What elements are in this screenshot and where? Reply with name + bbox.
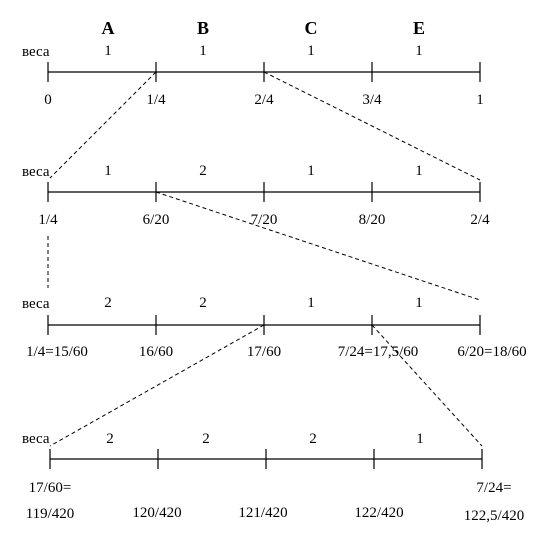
tick-label: 1/4=15/60 <box>26 344 88 360</box>
weight-value: 1 <box>307 43 315 59</box>
tick-label: 8/20 <box>359 212 386 228</box>
weight-value: 1 <box>199 43 207 59</box>
weight-value: 1 <box>415 295 423 311</box>
tick-label: 17/60 <box>247 344 281 360</box>
weight-value: 2 <box>199 295 207 311</box>
column-header-b: B <box>197 18 209 38</box>
zoom-connector <box>49 324 265 447</box>
weights-label: веса <box>22 164 50 180</box>
weight-value: 2 <box>199 163 207 179</box>
tick-label: 2/4 <box>470 212 490 228</box>
zoom-connector <box>263 71 481 181</box>
weight-value: 2 <box>309 431 317 447</box>
weight-value: 1 <box>415 163 423 179</box>
tick-label: 120/420 <box>132 505 181 521</box>
tick-label: 7/24= <box>476 480 511 496</box>
tick-label: 6/20=18/60 <box>457 344 526 360</box>
weight-value: 1 <box>104 43 112 59</box>
zoom-connector <box>155 191 481 301</box>
weights-label: веса <box>22 431 50 447</box>
column-header-e: E <box>413 18 425 38</box>
tick-label: 121/420 <box>238 505 287 521</box>
tick-label: 1/4 <box>146 92 166 108</box>
weights-label: веса <box>22 296 50 312</box>
tick-label: 1 <box>476 92 484 108</box>
weight-value: 1 <box>307 163 315 179</box>
row-1: веса 1 1 1 1 0 1/4 2/4 3/4 1 <box>22 43 484 108</box>
tick-label: 7/20 <box>251 212 278 228</box>
tick-label: 1/4 <box>38 212 58 228</box>
tick-label: 16/60 <box>139 344 173 360</box>
weight-value: 2 <box>104 295 112 311</box>
tick-label: 6/20 <box>143 212 170 228</box>
weight-value: 1 <box>415 43 423 59</box>
tick-label-second-line: 122,5/420 <box>464 508 524 524</box>
zoom-connector <box>49 71 157 179</box>
tick-label: 17/60= <box>29 480 72 496</box>
weight-value: 2 <box>106 431 114 447</box>
tick-label: 3/4 <box>362 92 382 108</box>
tick-label: 7/24=17,5/60 <box>338 344 419 360</box>
weight-value: 1 <box>104 163 112 179</box>
column-header-c: C <box>305 18 318 38</box>
weights-label: веса <box>22 44 50 60</box>
weight-value: 1 <box>416 431 424 447</box>
tick-label: 2/4 <box>254 92 274 108</box>
tick-label: 0 <box>44 92 52 108</box>
weight-value: 1 <box>307 295 315 311</box>
row-4: веса 2 2 2 1 17/60= 119/420 120/420 121/… <box>22 431 524 524</box>
column-header-a: A <box>102 18 115 38</box>
row-2: веса 1 2 1 1 1/4 6/20 7/20 8/20 2/4 <box>22 163 490 228</box>
weight-value: 2 <box>202 431 210 447</box>
tick-label: 122/420 <box>354 505 403 521</box>
tick-label-second-line: 119/420 <box>26 506 75 522</box>
row-3: веса 2 2 1 1 1/4=15/60 16/60 17/60 7/24=… <box>22 295 527 360</box>
zoom-connector <box>371 324 483 447</box>
